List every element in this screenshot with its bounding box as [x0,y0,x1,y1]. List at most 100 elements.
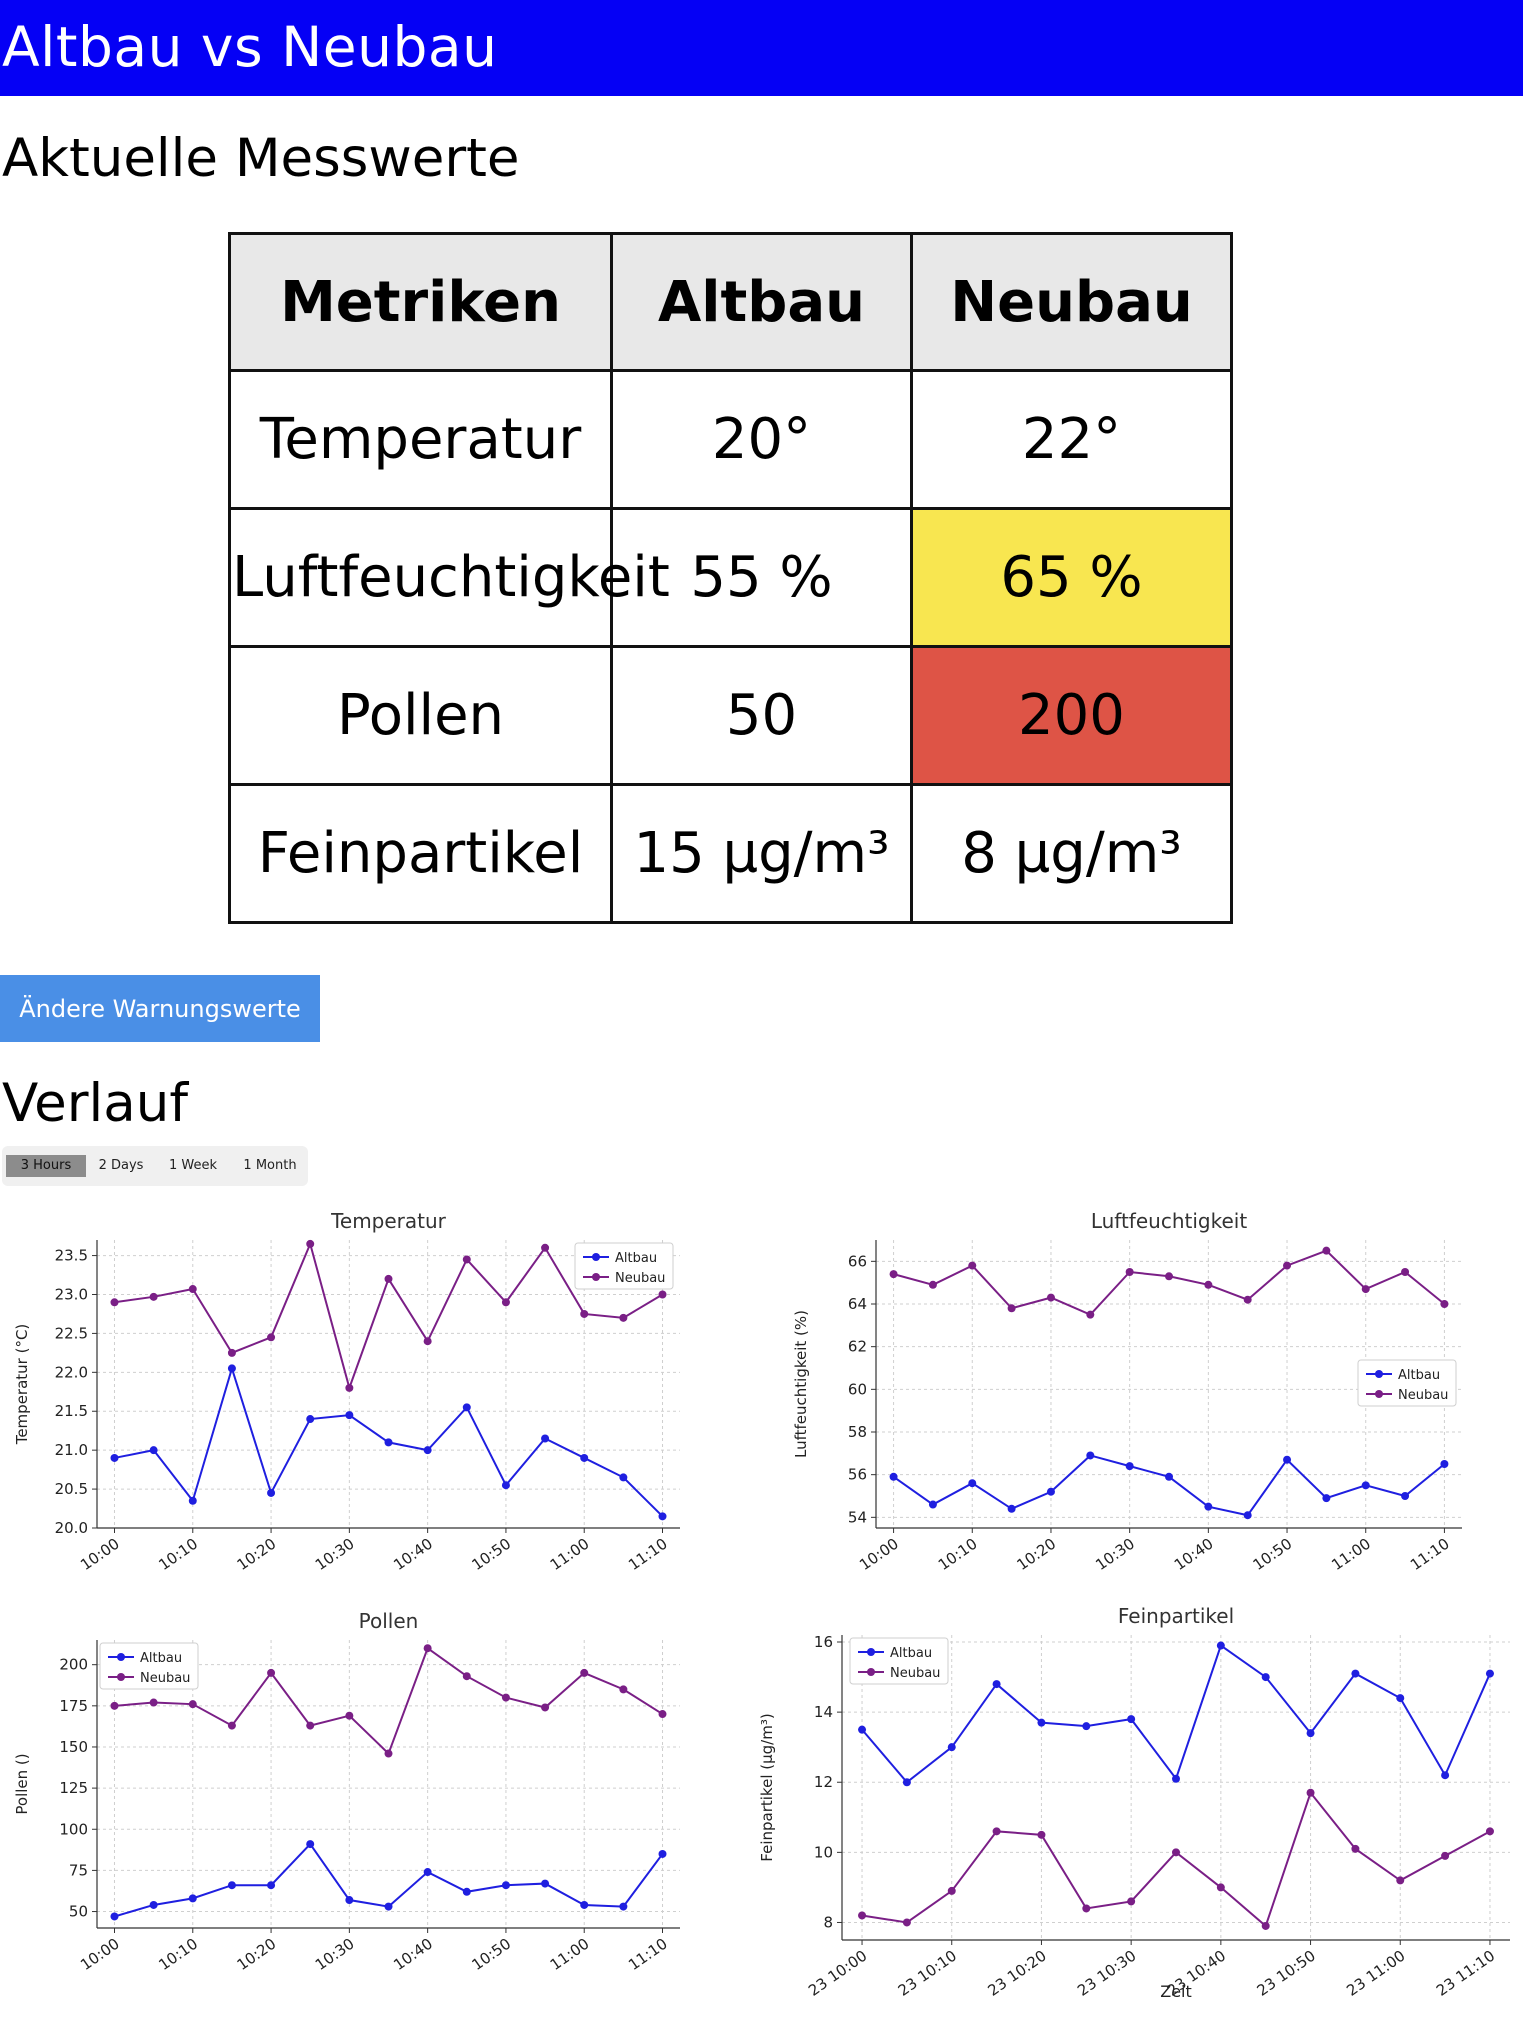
data-point-neubau [345,1711,354,1720]
data-point-altbau [658,1849,667,1858]
range-tab-1-week[interactable]: 1 Week [168,1158,218,1173]
section-title-current: Aktuelle Messwerte [2,128,520,189]
x-tick-label: 10:40 [390,1535,436,1575]
y-tick-label: 75 [69,1861,88,1879]
data-point-neubau [858,1911,867,1920]
x-tick-label: 10:00 [77,1535,123,1575]
data-point-neubau [658,1710,667,1719]
legend-label: Altbau [615,1251,657,1266]
x-tick-label: 10:50 [468,1535,514,1575]
data-point-altbau [1204,1502,1213,1511]
chart-title: Temperatur [330,1209,447,1233]
x-axis-label: Zeit [1160,1982,1192,2001]
data-point-altbau [1485,1669,1494,1678]
series-line-neubau [861,1790,1491,1928]
legend-marker [592,1253,600,1261]
data-point-altbau [1086,1451,1095,1460]
y-tick-label: 8 [823,1913,833,1931]
data-point-neubau [1172,1848,1180,1857]
y-axis-label: Pollen () [13,1753,31,1814]
x-tick-label: 11:10 [1407,1535,1453,1575]
legend-label: Altbau [140,1651,182,1666]
data-point-neubau [110,1701,119,1710]
x-tick-label: 23 10:20 [984,1947,1049,2000]
y-tick-label: 22.5 [55,1324,88,1342]
legend-marker [867,1668,875,1676]
x-tick-label: 10:20 [234,1935,280,1975]
column-header-neubau: Neubau [910,232,1233,372]
data-point-altbau [188,1894,197,1903]
data-point-neubau [306,1721,315,1730]
x-tick-label: 10:50 [1250,1535,1296,1575]
data-point-neubau [188,1700,197,1709]
data-point-neubau [1261,1921,1270,1930]
x-tick-label: 10:50 [468,1935,514,1975]
data-point-neubau [1037,1830,1046,1839]
data-point-neubau [423,1337,432,1346]
y-tick-label: 175 [59,1697,88,1715]
y-axis-label: Feinpartikel (µg/m³) [758,1713,776,1861]
data-point-neubau [947,1886,956,1895]
data-point-altbau [1261,1673,1270,1682]
data-point-altbau [188,1496,197,1505]
data-point-altbau [1007,1504,1016,1513]
y-tick-label: 100 [59,1820,88,1838]
y-tick-label: 20.5 [55,1480,88,1498]
range-tab-2-days[interactable]: 2 Days [98,1158,144,1173]
x-tick-label: 23 11:10 [1433,1947,1498,2000]
metrics-table: Metriken Altbau Neubau Temperatur 20° 22… [228,232,1233,924]
y-tick-label: 12 [814,1773,833,1791]
data-point-neubau [1351,1844,1360,1853]
data-point-neubau [267,1668,276,1677]
data-point-altbau [423,1868,432,1877]
y-tick-label: 200 [59,1656,88,1674]
legend-label: Neubau [140,1671,190,1686]
data-point-neubau [580,1668,589,1677]
data-point-neubau [384,1749,393,1758]
data-point-altbau [928,1500,937,1509]
x-tick-label: 23 10:00 [805,1947,870,2000]
series-line-altbau [861,1643,1491,1784]
x-tick-label: 23 10:30 [1074,1947,1139,2000]
y-tick-label: 21.5 [55,1402,88,1420]
data-point-neubau [1086,1310,1095,1319]
data-point-altbau [462,1887,471,1896]
y-tick-label: 22.0 [55,1363,88,1381]
metric-name: Temperatur [228,369,613,510]
x-tick-label: 10:30 [312,1535,358,1575]
x-tick-label: 11:00 [547,1535,593,1575]
data-point-altbau [1216,1641,1225,1650]
data-point-neubau [1440,1300,1449,1308]
chart-luftfeuchtigkeit: Luftfeuchtigkeit 54 56 58 60 62 64 66 10:00 10:10… [792,1209,1462,1574]
range-tab-1-month[interactable]: 1 Month [243,1158,297,1173]
data-point-altbau [1401,1492,1410,1500]
app-title: Altbau vs Neubau [2,15,498,79]
change-warning-values-button[interactable]: Ändere Warnungswerte [0,975,320,1042]
data-point-altbau [1351,1669,1360,1678]
y-axis-label: Luftfeuchtigkeit (%) [792,1310,810,1458]
data-point-altbau [345,1411,354,1420]
data-point-altbau [1127,1715,1136,1724]
y-tick-label: 66 [848,1252,867,1270]
data-point-neubau [384,1274,393,1283]
data-point-neubau [267,1333,276,1342]
legend-label: Neubau [890,1666,940,1681]
data-point-altbau [619,1902,628,1911]
data-point-neubau [1127,1897,1136,1906]
neubau-value-warning: 65 % [910,507,1233,648]
legend-label: Altbau [890,1646,932,1661]
data-point-altbau [306,1840,315,1849]
data-point-neubau [1243,1295,1252,1304]
y-tick-label: 54 [848,1508,867,1526]
data-point-neubau [1401,1268,1410,1276]
data-point-altbau [267,1881,276,1890]
x-tick-label: 23 11:00 [1343,1947,1408,2000]
data-point-neubau [889,1270,898,1279]
x-tick-label: 11:10 [625,1935,671,1975]
table-row: Temperatur 20° 22° [228,369,1233,510]
data-point-altbau [992,1680,1001,1689]
range-tab-3-hours[interactable]: 3 Hours [6,1155,86,1177]
y-tick-label: 21.0 [55,1441,88,1459]
app-header: Altbau vs Neubau [0,0,1523,96]
x-tick-label: 10:00 [856,1535,902,1575]
